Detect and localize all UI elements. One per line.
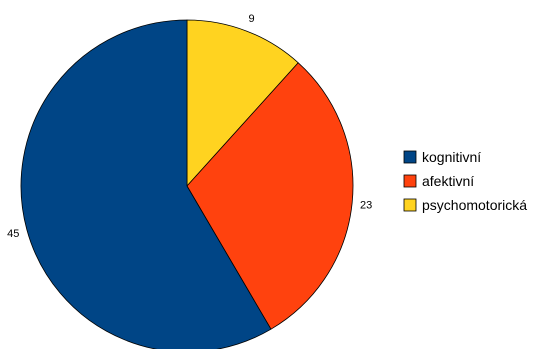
legend-label-psychomotorická: psychomotorická bbox=[422, 197, 527, 213]
legend-label-kognitivní: kognitivní bbox=[422, 149, 481, 165]
legend-swatch-afektivní bbox=[403, 174, 417, 188]
pie-slices bbox=[20, 19, 354, 349]
pie-slice-psychomotorická bbox=[186, 19, 299, 187]
legend-item-psychomotorická: psychomotorická bbox=[403, 197, 527, 213]
legend: kognitivní afektivní psychomotorická bbox=[403, 149, 527, 213]
pie-data-labels: 9 23 45 bbox=[7, 13, 372, 240]
legend-swatch-kognitivní bbox=[403, 150, 417, 164]
legend-item-kognitivní: kognitivní bbox=[403, 149, 481, 165]
legend-item-afektivní: afektivní bbox=[403, 173, 474, 189]
data-label-psychomotorická: 9 bbox=[249, 13, 255, 25]
pie-slice-afektivní bbox=[186, 62, 354, 330]
data-label-kognitivní: 45 bbox=[7, 228, 19, 240]
legend-label-afektivní: afektivní bbox=[422, 173, 474, 189]
legend-swatch-psychomotorická bbox=[403, 198, 417, 212]
data-label-afektivní: 23 bbox=[360, 199, 372, 211]
pie-slice-kognitivní bbox=[20, 19, 272, 349]
